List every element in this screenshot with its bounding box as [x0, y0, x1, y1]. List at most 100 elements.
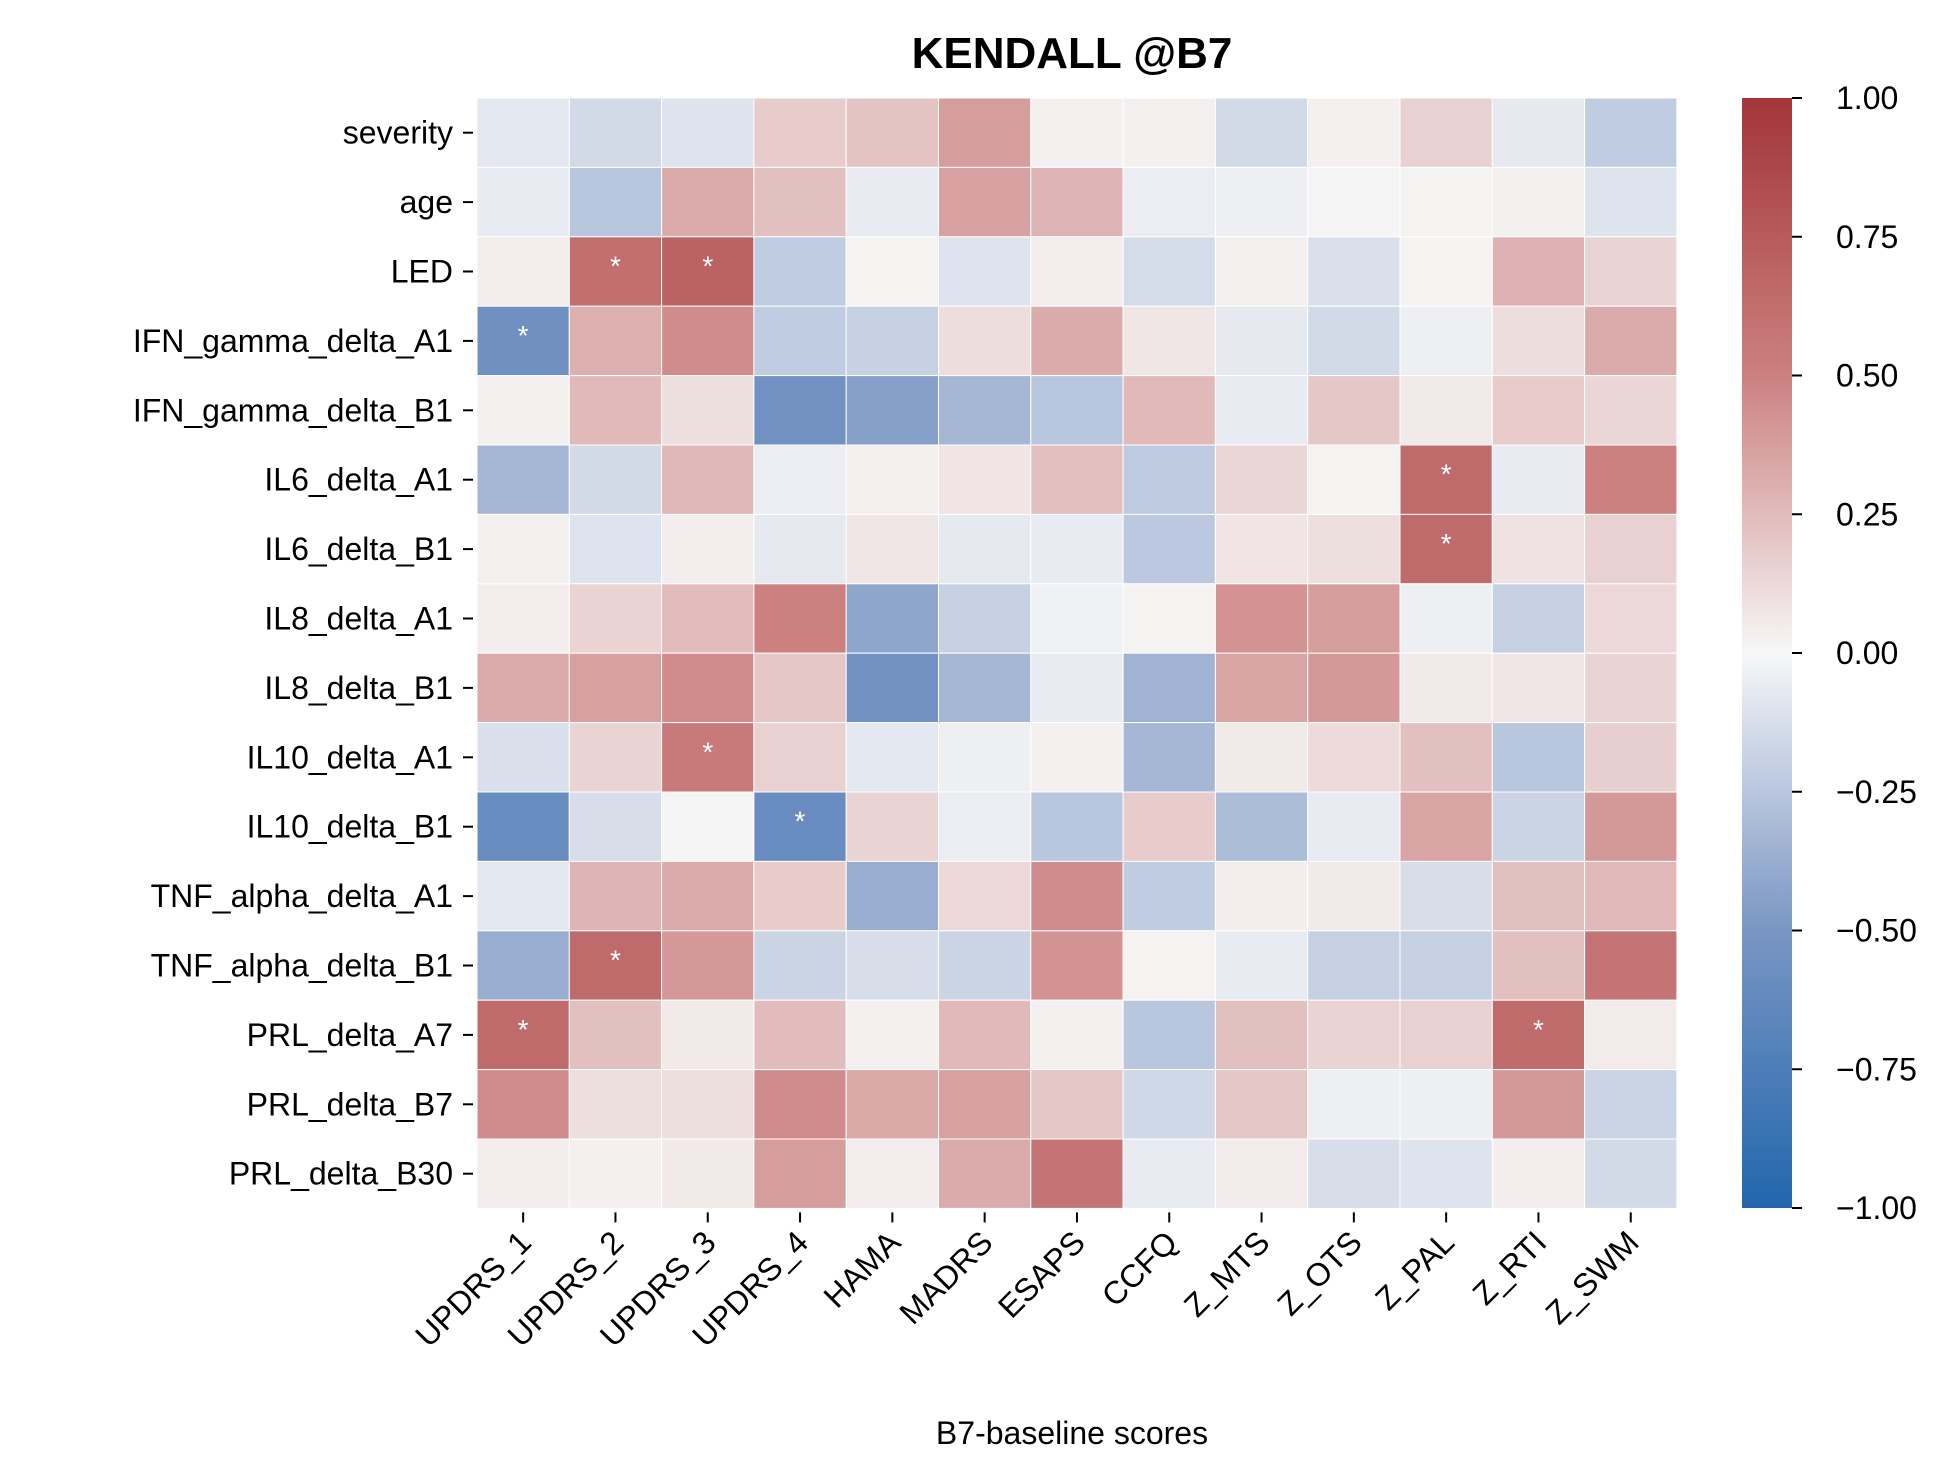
heatmap-cell — [1399, 860, 1493, 932]
y-tick-label: age — [400, 184, 453, 220]
heatmap-cell — [1399, 444, 1493, 515]
x-axis-label: B7-baseline scores — [936, 1415, 1208, 1451]
heatmap-cell — [476, 166, 570, 238]
heatmap-cell — [1030, 375, 1124, 446]
heatmap-cell — [1214, 652, 1309, 724]
heatmap-cell — [1399, 97, 1493, 168]
heatmap-cell — [938, 513, 1032, 585]
heatmap-cell — [753, 930, 847, 1001]
heatmap-cell — [1030, 166, 1124, 238]
heatmap-cell — [845, 375, 940, 446]
heatmap-cell — [1491, 97, 1586, 168]
heatmap-cell — [1491, 860, 1586, 932]
heatmap-cell — [1491, 1069, 1586, 1140]
heatmap-cell — [661, 652, 755, 724]
heatmap-cell — [1584, 930, 1678, 1001]
heatmap-cell — [1030, 791, 1124, 862]
heatmap-cell — [1491, 166, 1586, 238]
heatmap-cell — [1491, 652, 1586, 724]
y-tick-label: IL10_delta_B1 — [247, 809, 453, 845]
heatmap-cell — [476, 236, 570, 307]
heatmap-cell — [661, 860, 755, 932]
heatmap-cell — [845, 97, 940, 168]
x-tick-label: Z_MTS — [1177, 1224, 1277, 1324]
heatmap-cell — [753, 97, 847, 168]
heatmap-cell — [1122, 583, 1216, 654]
heatmap-cell — [1214, 1138, 1309, 1209]
heatmap-cell — [568, 999, 663, 1071]
heatmap-cell — [1584, 583, 1678, 654]
heatmap-cell — [845, 652, 940, 724]
heatmap-cell — [1122, 375, 1216, 446]
heatmap-cell — [1030, 236, 1124, 307]
heatmap-cell — [938, 652, 1032, 724]
heatmap-cell — [845, 305, 940, 377]
heatmap-cell — [1399, 930, 1493, 1001]
heatmap-cell — [845, 236, 940, 307]
heatmap-cell — [753, 444, 847, 515]
heatmap-cell — [938, 375, 1032, 446]
significance-marks: * * * * * * * * * * — [518, 251, 1544, 1045]
heatmap-cell — [568, 722, 663, 793]
x-tick-label: MADRS — [892, 1224, 999, 1331]
heatmap-cell — [1307, 305, 1401, 377]
heatmap-cell — [661, 1069, 755, 1140]
heatmap-cell — [1584, 791, 1678, 862]
heatmap-cell — [476, 583, 570, 654]
heatmap-cell — [1030, 930, 1124, 1001]
heatmap-cell — [845, 444, 940, 515]
significance-mark: * — [1441, 528, 1452, 559]
significance-mark: * — [610, 251, 621, 282]
y-tick-label: severity — [343, 115, 453, 151]
heatmap-cell — [1030, 444, 1124, 515]
heatmap-cell — [1584, 305, 1678, 377]
colorbar-tick-label: 1.00 — [1836, 80, 1898, 116]
heatmap-cell — [568, 583, 663, 654]
heatmap-cell — [1584, 1069, 1678, 1140]
heatmap-cell — [1307, 375, 1401, 446]
heatmap-cell — [1214, 999, 1309, 1071]
significance-mark: * — [610, 945, 621, 976]
heatmap-cell — [568, 860, 663, 932]
heatmap-cell — [1584, 513, 1678, 585]
heatmap-cell — [1584, 860, 1678, 932]
heatmap-cell — [1030, 1138, 1124, 1209]
heatmap-cell — [1122, 97, 1216, 168]
heatmap-cell — [1307, 999, 1401, 1071]
heatmap-cell — [938, 166, 1032, 238]
heatmap-cell — [753, 1138, 847, 1209]
heatmap-cell — [845, 999, 940, 1071]
y-tick-label: IL6_delta_B1 — [264, 531, 453, 567]
colorbar-tick-label: 0.00 — [1836, 635, 1898, 671]
colorbar-tick-label: −0.50 — [1836, 913, 1917, 949]
heatmap-cell — [1030, 513, 1124, 585]
heatmap-cell — [938, 305, 1032, 377]
heatmap-cell — [1122, 305, 1216, 377]
heatmap-cell — [1214, 791, 1309, 862]
heatmap-cell — [1491, 375, 1586, 446]
heatmap-cell — [1214, 375, 1309, 446]
heatmap-cell — [568, 236, 663, 307]
heatmap-cell — [568, 305, 663, 377]
heatmap-cell — [1399, 236, 1493, 307]
heatmap-cell — [753, 583, 847, 654]
heatmap-cell — [1307, 860, 1401, 932]
heatmap-cell — [1122, 513, 1216, 585]
heatmap-cell — [1030, 305, 1124, 377]
heatmap-cell — [661, 236, 755, 307]
heatmap-cell — [1214, 513, 1309, 585]
heatmap-cell — [1122, 444, 1216, 515]
heatmap-cell — [1307, 1069, 1401, 1140]
heatmap-cell — [568, 652, 663, 724]
heatmap-cell — [1214, 930, 1309, 1001]
y-tick-label: LED — [391, 254, 453, 290]
significance-mark: * — [702, 736, 713, 767]
heatmap-cells — [476, 97, 1678, 1209]
heatmap-cell — [1122, 791, 1216, 862]
y-tick-label: TNF_alpha_delta_B1 — [151, 948, 453, 984]
heatmap-cell — [661, 305, 755, 377]
heatmap-cell — [753, 236, 847, 307]
heatmap-cell — [845, 1138, 940, 1209]
heatmap-cell — [476, 97, 570, 168]
